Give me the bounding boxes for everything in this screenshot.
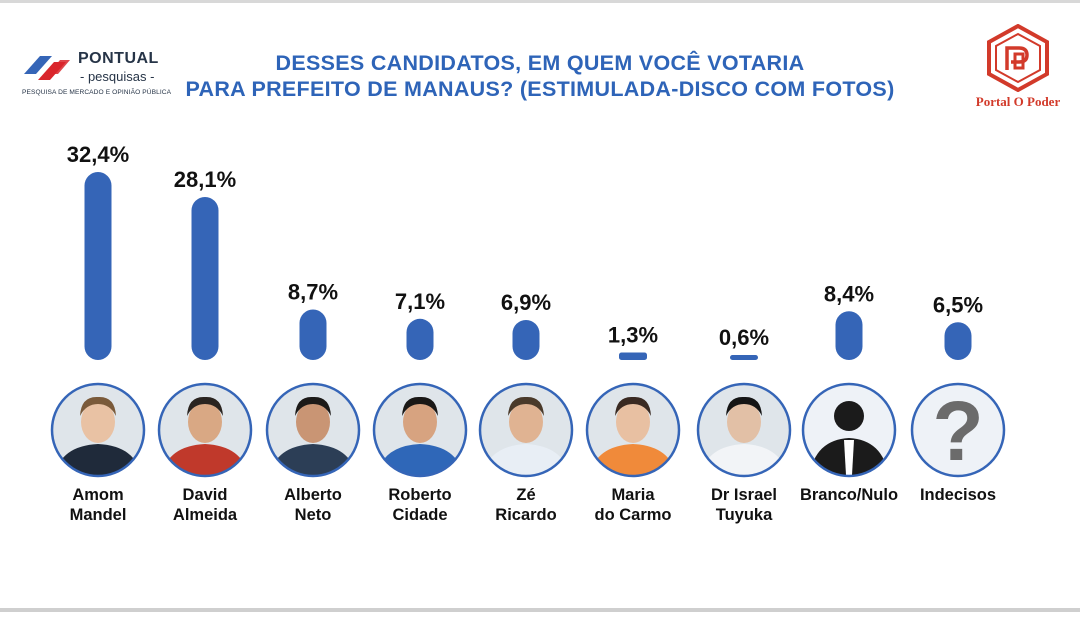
top-border <box>0 0 1080 3</box>
category-label: do Carmo <box>594 506 671 524</box>
bar-5 <box>512 319 540 360</box>
category-label: Mandel <box>70 506 127 524</box>
candidate-photo <box>478 382 574 478</box>
category-label: Ricardo <box>495 506 556 524</box>
bar-value-label: 1,3% <box>608 322 658 347</box>
bar-9 <box>944 322 972 360</box>
bar-value-label: 8,7% <box>288 280 338 305</box>
candidate-photo <box>585 382 681 478</box>
category-label: Roberto <box>388 486 451 504</box>
category-label: Alberto <box>284 486 342 504</box>
category-label: Zé <box>516 486 535 504</box>
pontual-brand-sub: - pesquisas - <box>80 69 155 84</box>
portal-o-poder-name: Portal O Poder <box>975 94 1061 109</box>
category-label: Branco/Nulo <box>800 486 898 504</box>
candidate-photo: ? <box>910 382 1006 478</box>
pontual-brand-tagline: PESQUISA DE MERCADO E OPINIÃO PÚBLICA <box>22 89 172 96</box>
svg-text:?: ? <box>932 384 983 478</box>
bar-7 <box>730 355 758 360</box>
bar-value-label: 8,4% <box>824 281 874 306</box>
candidate-photo <box>372 382 468 478</box>
pontual-logo-mark-icon <box>24 56 70 80</box>
question-mark-icon: ? <box>932 384 983 478</box>
category-label: Almeida <box>173 506 238 524</box>
bar-value-label: 32,4% <box>67 142 129 167</box>
bar-6 <box>619 352 647 360</box>
person-photo-icon <box>698 384 790 476</box>
silhouette-icon <box>809 401 889 476</box>
candidate-photo <box>157 382 253 478</box>
chart-title-line-1: DESSES CANDIDATOS, EM QUEM VOCÊ VOTARIA <box>275 51 805 75</box>
bottom-border <box>0 608 1080 612</box>
category-label: Indecisos <box>920 486 996 504</box>
candidate-photo <box>801 382 897 478</box>
bar-8 <box>835 311 863 360</box>
candidate-photo <box>265 382 361 478</box>
pontual-logo: PONTUAL - pesquisas - PESQUISA DE MERCAD… <box>20 48 171 100</box>
bar-value-label: 0,6% <box>719 325 769 350</box>
category-label: David <box>183 486 228 504</box>
bar-1 <box>84 172 112 360</box>
portal-o-poder-logo: Portal O Poder <box>968 24 1068 114</box>
bar-value-label: 6,9% <box>501 290 551 315</box>
bar-value-label: 6,5% <box>933 292 983 317</box>
bar-4 <box>406 318 434 360</box>
bar-value-label: 7,1% <box>395 289 445 314</box>
category-label: Cidade <box>392 506 447 524</box>
bar-2 <box>191 196 219 360</box>
category-label: Maria <box>611 486 655 504</box>
category-label: Amom <box>72 486 123 504</box>
category-label: Neto <box>295 506 332 524</box>
category-label: Tuyuka <box>716 506 773 524</box>
bar-3 <box>299 309 327 360</box>
chart-title: DESSES CANDIDATOS, EM QUEM VOCÊ VOTARIA … <box>140 50 940 102</box>
pontual-brand-name: PONTUAL <box>78 50 159 67</box>
candidate-photo <box>50 382 146 478</box>
candidate-photo <box>696 382 792 478</box>
portal-o-poder-logo-icon <box>987 24 1049 92</box>
category-label: Dr Israel <box>711 486 777 504</box>
chart-title-line-2: PARA PREFEITO DE MANAUS? (ESTIMULADA-DIS… <box>185 77 895 101</box>
bar-value-label: 28,1% <box>174 167 236 192</box>
